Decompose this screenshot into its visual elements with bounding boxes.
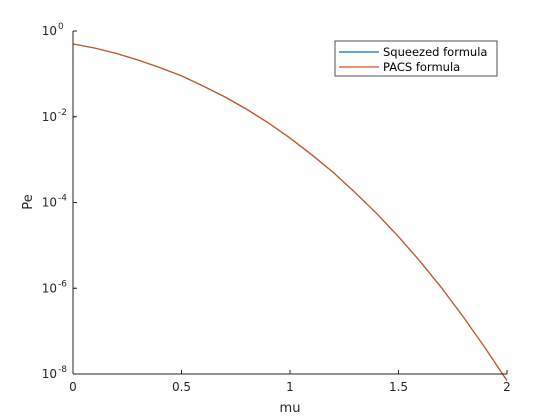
x-tick-label: 0 [69, 380, 77, 394]
y-tick-label: 10 [42, 110, 57, 124]
y-tick-label: 10 [42, 281, 57, 295]
series-layer [72, 43, 508, 381]
y-tick-exponent: -4 [58, 194, 67, 204]
x-tick-label: 1 [286, 380, 294, 394]
x-tick-label: 0.5 [172, 380, 191, 394]
y-tick-exponent: -2 [58, 108, 67, 118]
legend-label-0: Squeezed formula [383, 45, 487, 59]
y-axis-label: Pe [21, 194, 36, 209]
legend-label-1: PACS formula [383, 60, 460, 74]
y-tick-label: 10 [42, 196, 57, 210]
y-tick-exponent: 0 [58, 22, 64, 32]
y-tick-label: 10 [42, 24, 57, 38]
x-axis-label: mu [280, 401, 301, 416]
y-tick-exponent: -8 [58, 365, 67, 375]
legend-box [334, 40, 498, 77]
x-tick-label: 1.5 [389, 380, 408, 394]
y-tick-label: 10 [42, 367, 57, 381]
y-tick-exponent: -6 [58, 279, 67, 289]
series-line-1 [72, 43, 508, 381]
x-tick-label: 2 [503, 380, 511, 394]
plot-area [73, 31, 507, 374]
